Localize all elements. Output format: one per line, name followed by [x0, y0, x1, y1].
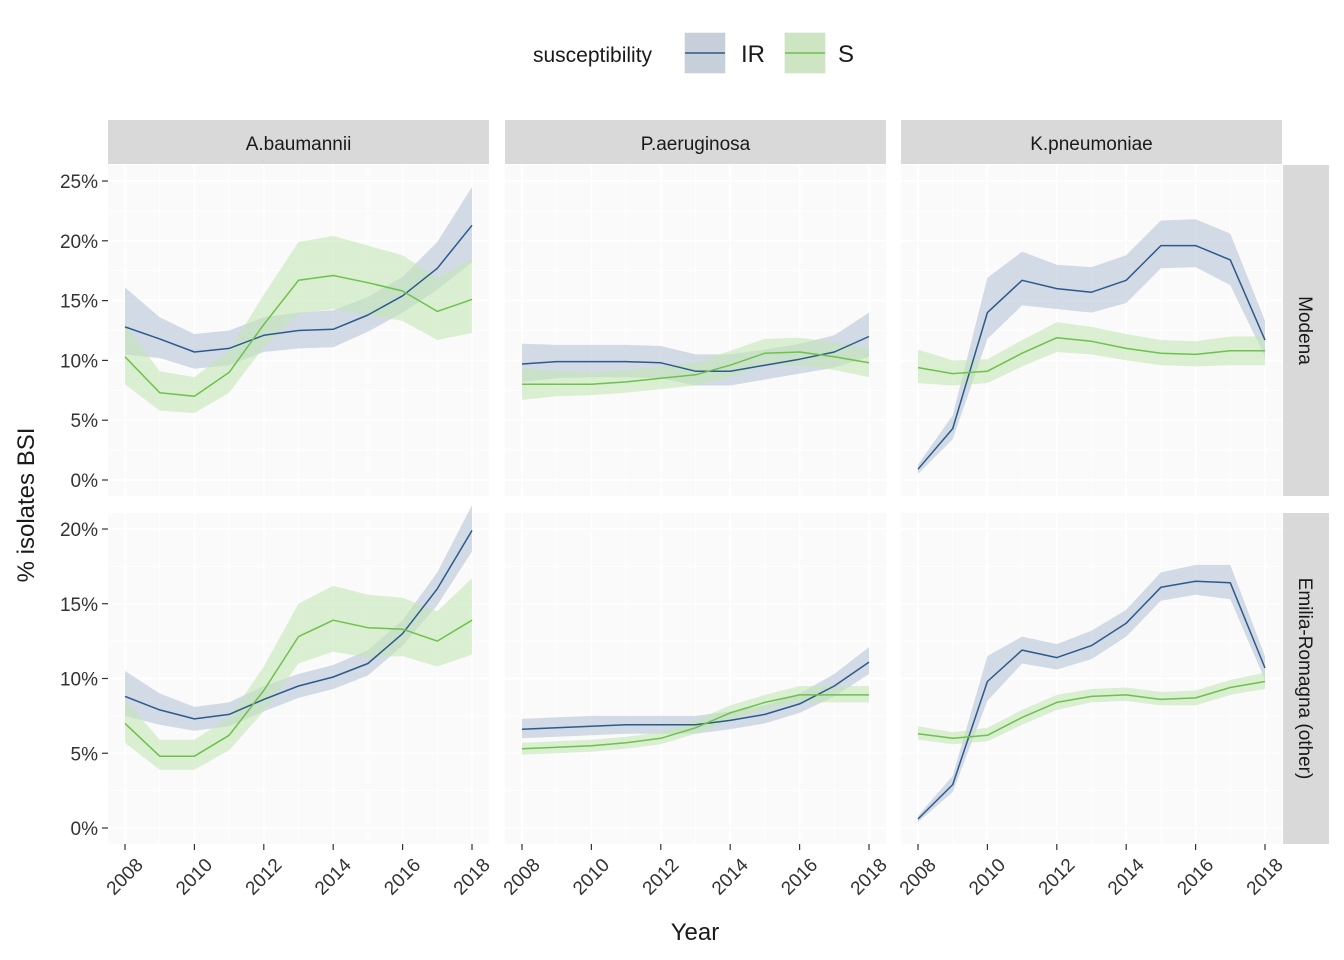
x-tick-label-col2-3: 2014: [1104, 854, 1149, 899]
panel-emilia-romagna-other-p-aeruginosa-ribbon-ir: [522, 647, 869, 739]
panel-modena-a-baumannii-line-ir: [124, 224, 473, 353]
panel-emilia-romagna-other-a-baumannii-ribbon-s: [125, 578, 472, 770]
y-tick-label-modena-5: 25%: [60, 172, 98, 193]
y-tick-label-emilia-romagna-other-2: 10%: [60, 670, 98, 691]
panel-modena-a-baumannii-ribbon-s: [125, 236, 472, 413]
panel-modena-p-aeruginosa-line-s: [522, 351, 870, 386]
panel-modena-p-aeruginosa-line-ir: [521, 335, 870, 372]
x-tick-label-col2-1: 2010: [965, 855, 1010, 900]
y-tick-label-modena-1: 5%: [71, 411, 99, 432]
x-tick-label-col1-1: 2010: [569, 855, 614, 900]
y-tick-label-modena-0: 0%: [71, 471, 99, 492]
panel-emilia-romagna-other-a-baumannii-line-ir: [124, 530, 473, 720]
strip-col-2: [901, 120, 1282, 164]
legend-label-ir: IR: [741, 41, 765, 68]
panel-emilia-romagna-other-p-aeruginosa-ribbon-s: [522, 686, 869, 755]
panel-modena-k-pneumoniae: [901, 165, 1282, 496]
panel-emilia-romagna-other-p-aeruginosa-line-ir: [521, 661, 870, 731]
x-tick-label-col2-4: 2016: [1173, 855, 1218, 900]
x-tick-label-col0-2: 2012: [242, 855, 287, 900]
x-tick-label-col1-3: 2014: [708, 854, 753, 899]
panel-emilia-romagna-other-k-pneumoniae-ribbon-ir: [918, 564, 1265, 822]
panel-modena-p-aeruginosa-ribbon-ir: [522, 312, 869, 386]
panel-modena-k-pneumoniae-line-ir: [917, 244, 1266, 470]
x-tick-label-col1-2: 2012: [639, 855, 684, 900]
strip-col-1: [505, 120, 886, 164]
x-tick-label-col0-3: 2014: [311, 854, 356, 899]
x-tick-label-col1-0: 2008: [500, 855, 545, 900]
x-tick-label-col2-5: 2018: [1243, 855, 1288, 900]
y-tick-label-emilia-romagna-other-3: 15%: [60, 595, 98, 616]
y-tick-label-modena-3: 15%: [60, 292, 98, 313]
y-tick-label-emilia-romagna-other-4: 20%: [60, 520, 98, 541]
panel-modena-k-pneumoniae-ribbon-ir: [918, 219, 1265, 474]
x-tick-label-col0-4: 2016: [380, 855, 425, 900]
x-tick-label-col2-2: 2012: [1035, 855, 1080, 900]
legend-label-s: S: [838, 41, 854, 68]
x-axis-title: Year: [671, 919, 720, 946]
y-axes: 0% 5% 10% 15% 20% 25% 0% 5% 10% 15% 20%: [60, 172, 108, 840]
x-axes: 2008 2010 2012 2014 2016 2018 2008 2010 2012 2014…: [103, 844, 1288, 899]
panel-modena-a-baumannii-line-s: [124, 274, 473, 398]
strip-label-k-pneumoniae: K.pneumoniae: [1030, 134, 1153, 155]
panel-emilia-romagna-other-k-pneumoniae-line-ir: [917, 580, 1266, 820]
strip-label-p-aeruginosa: P.aeruginosa: [641, 134, 751, 155]
strip-label-emilia-romagna: Emilia-Romagna (other): [1294, 578, 1315, 780]
strip-row-1: [1283, 513, 1329, 844]
legend: susceptibility IR S: [533, 31, 854, 75]
strip-col-0: [108, 120, 489, 164]
y-axis-title: % isolates BSI: [13, 428, 40, 583]
panel-emilia-romagna-other-k-pneumoniae-line-s: [917, 680, 1266, 740]
x-tick-label-col1-4: 2016: [777, 855, 822, 900]
x-tick-label-col0-0: 2008: [103, 855, 148, 900]
panel-emilia-romagna-other-a-baumannii: [108, 505, 489, 844]
strip-row-0: [1283, 165, 1329, 496]
plot-panels: [108, 165, 1282, 844]
panel-emilia-romagna-other-k-pneumoniae: [901, 513, 1282, 844]
facet-strips: A.baumannii P.aeruginosa K.pneumoniae Mo…: [108, 120, 1329, 844]
x-tick-label-col1-5: 2018: [847, 855, 892, 900]
panel-emilia-romagna-other-p-aeruginosa-line-s: [521, 694, 869, 750]
panel-modena-k-pneumoniae-ribbon-s: [918, 322, 1265, 386]
strip-label-a-baumannii: A.baumannii: [246, 134, 352, 155]
y-tick-label-emilia-romagna-other-1: 5%: [71, 744, 99, 765]
panel-modena-a-baumannii: [108, 165, 489, 496]
panel-modena-k-pneumoniae-line-s: [917, 336, 1265, 375]
y-tick-label-modena-2: 10%: [60, 351, 98, 372]
panel-modena-p-aeruginosa: [505, 165, 886, 496]
legend-title: susceptibility: [533, 44, 653, 67]
panel-emilia-romagna-other-a-baumannii-line-s: [124, 619, 473, 757]
strip-label-modena: Modena: [1294, 296, 1315, 365]
panel-emilia-romagna-other-p-aeruginosa: [505, 513, 886, 844]
x-tick-label-col2-0: 2008: [896, 855, 941, 900]
x-tick-label-col0-5: 2018: [450, 855, 495, 900]
y-tick-label-modena-4: 20%: [60, 232, 98, 253]
y-tick-label-emilia-romagna-other-0: 0%: [71, 819, 99, 840]
x-tick-label-col0-1: 2010: [172, 855, 217, 900]
